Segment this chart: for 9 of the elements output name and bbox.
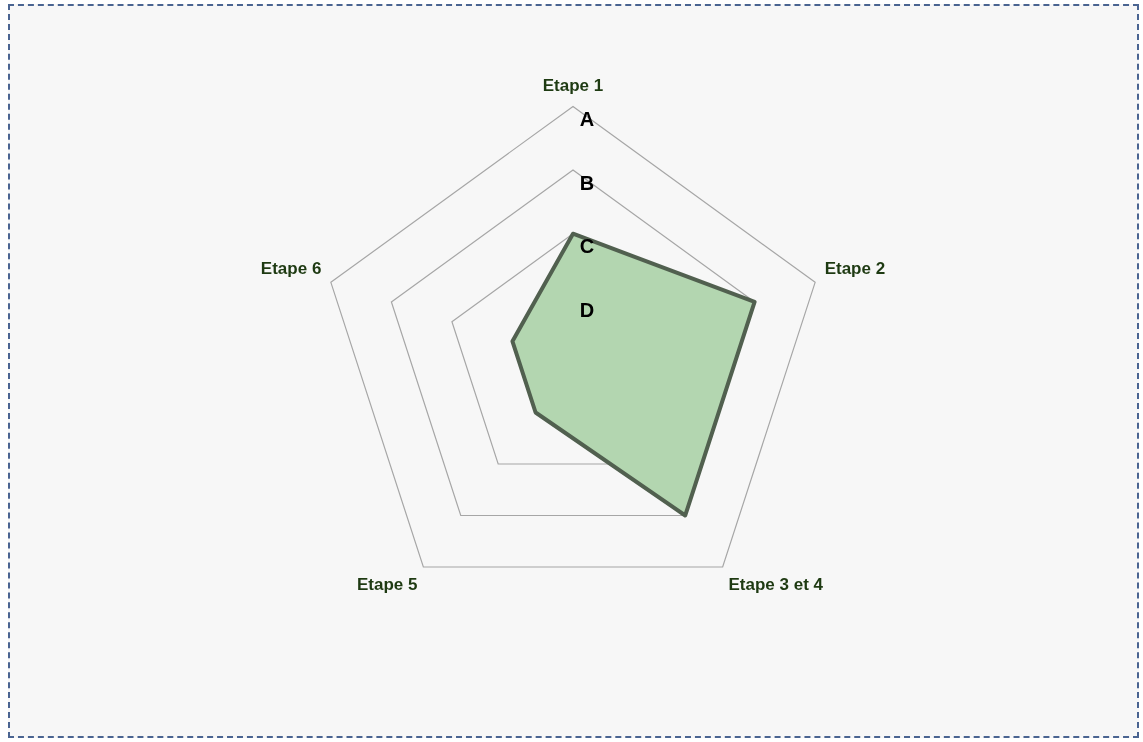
spoke-label: Etape 1 (542, 75, 604, 95)
y-tick-label: A (579, 107, 595, 130)
spoke-label: Etape 6 (260, 258, 322, 278)
y-tick-label: C (579, 235, 595, 258)
spoke-label: Etape 5 (356, 574, 418, 594)
spoke-label: Etape 2 (824, 258, 886, 278)
spoke-label: Etape 3 et 4 (728, 574, 824, 594)
y-tick-label: D (579, 298, 595, 321)
y-tick-label: B (579, 171, 595, 194)
